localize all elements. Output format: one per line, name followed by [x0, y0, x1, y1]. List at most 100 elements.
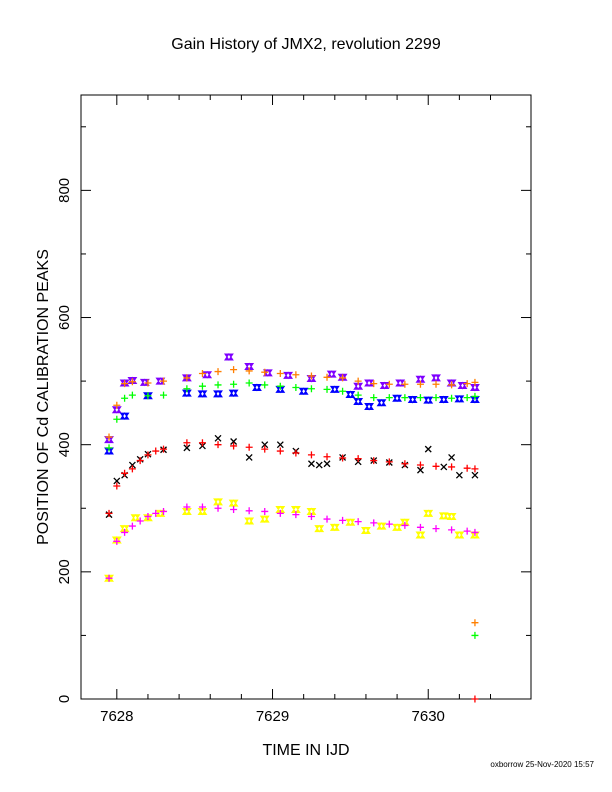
data-point: [261, 381, 269, 389]
series-5: [105, 439, 479, 703]
data-point: [121, 380, 129, 388]
data-point: [401, 380, 409, 388]
data-point: [202, 370, 213, 379]
data-point: [315, 461, 323, 469]
data-point: [228, 499, 239, 508]
data-point: [214, 434, 222, 442]
data-point: [121, 528, 129, 536]
data-point: [183, 385, 191, 393]
data-point: [183, 374, 191, 382]
data-point: [152, 509, 160, 517]
data-point: [463, 527, 471, 535]
data-point: [307, 460, 315, 468]
data-point: [230, 506, 238, 514]
data-point: [275, 385, 286, 394]
series-2: [105, 366, 479, 627]
data-point: [432, 380, 440, 388]
data-point: [119, 412, 130, 420]
data-point: [345, 518, 356, 527]
data-point: [401, 460, 409, 468]
data-point: [370, 380, 378, 388]
data-point: [121, 469, 129, 477]
data-point: [416, 523, 424, 531]
data-point: [307, 513, 315, 521]
data-point: [470, 383, 480, 392]
data-point: [471, 465, 479, 473]
data-point: [128, 522, 136, 530]
data-point: [415, 531, 426, 539]
data-point: [230, 380, 238, 388]
data-point: [416, 466, 424, 474]
data-point: [105, 444, 113, 452]
data-point: [345, 390, 356, 399]
y-tick-label: 800: [56, 178, 73, 203]
data-point: [376, 398, 387, 407]
data-point: [105, 433, 113, 441]
data-point: [416, 394, 424, 402]
data-point: [298, 387, 309, 396]
y-tick-label: 0: [56, 695, 73, 703]
data-point: [379, 381, 390, 390]
data-point: [144, 379, 152, 387]
data-point: [370, 394, 378, 402]
data-point: [245, 379, 253, 387]
data-point: [385, 458, 393, 466]
data-point: [197, 389, 208, 398]
data-point: [113, 401, 121, 409]
data-point: [121, 394, 129, 402]
data-point: [261, 445, 269, 453]
data-point: [245, 443, 253, 451]
data-point: [471, 378, 479, 386]
data-point: [144, 451, 152, 459]
data-point: [323, 453, 331, 461]
data-point: [385, 394, 393, 402]
data-point: [361, 526, 371, 535]
data-point: [401, 521, 409, 529]
data-point: [198, 382, 206, 390]
data-point: [440, 463, 448, 471]
data-point: [448, 394, 456, 402]
data-point: [283, 371, 294, 380]
data-point: [259, 515, 270, 523]
data-point: [276, 509, 284, 517]
data-point: [354, 377, 362, 385]
data-point: [307, 372, 315, 380]
y-axis-label: POSITION OF Cd CALIBRATION PEAKS: [35, 249, 52, 545]
data-point: [128, 461, 136, 469]
data-point: [339, 516, 347, 524]
data-point: [292, 511, 300, 519]
data-point: [160, 507, 168, 515]
data-point: [198, 439, 206, 447]
data-point: [307, 385, 315, 393]
x-axis-label: TIME IN IJD: [262, 742, 349, 759]
data-point: [230, 438, 238, 445]
data-point: [136, 457, 144, 465]
data-point: [354, 391, 362, 399]
data-point: [370, 519, 378, 527]
data-point: [423, 509, 434, 518]
data-point: [323, 385, 331, 393]
data-point: [160, 391, 168, 399]
data-point: [432, 525, 440, 533]
data-point: [471, 392, 479, 400]
data-point: [292, 383, 300, 391]
data-point: [392, 523, 403, 532]
data-point: [471, 619, 479, 627]
data-point: [329, 523, 340, 532]
data-point: [385, 520, 393, 528]
data-point: [401, 394, 409, 402]
series-7: [105, 503, 479, 582]
data-point: [214, 381, 222, 389]
data-point: [183, 503, 191, 511]
data-point: [416, 461, 424, 469]
plot-frame: [80, 94, 532, 700]
data-point: [339, 374, 347, 382]
data-point: [438, 395, 449, 404]
data-point: [385, 380, 393, 388]
y-tick-label: 400: [56, 432, 73, 457]
data-point: [160, 377, 168, 385]
data-point: [395, 379, 406, 387]
data-point: [276, 441, 284, 449]
data-point: [160, 445, 168, 453]
